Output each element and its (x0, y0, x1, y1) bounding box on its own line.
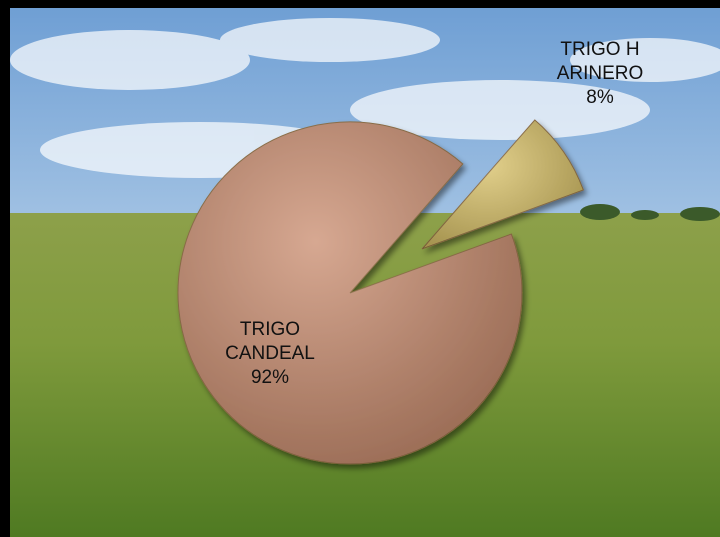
slice-shading (422, 119, 584, 249)
clouds (10, 18, 720, 178)
category-label: TRIGO HARINERO (556, 39, 644, 84)
trees (580, 204, 720, 221)
value-label: 92% (250, 367, 290, 388)
category-label: TRIGO CANDEAL (225, 319, 315, 364)
slice-shading (178, 121, 523, 464)
pie (177, 119, 585, 465)
value-label: 8% (586, 87, 614, 108)
